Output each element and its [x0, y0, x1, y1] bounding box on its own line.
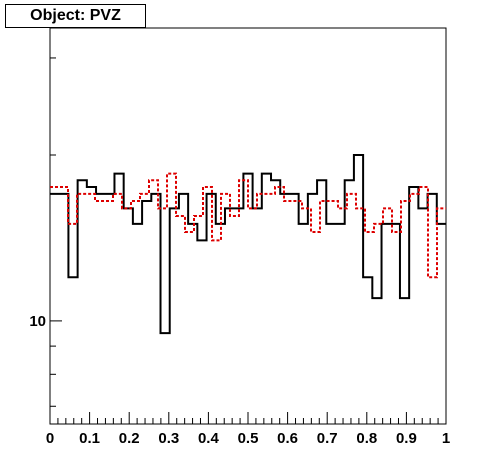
histogram-series-2	[50, 172, 446, 279]
x-tick-label: 0.8	[356, 430, 377, 447]
x-tick-label: 0.2	[119, 430, 140, 447]
x-tick-label: 0.1	[79, 430, 100, 447]
plot-frame	[49, 27, 447, 425]
x-tick-label: 0.3	[158, 430, 179, 447]
chart-title-text: Object: PVZ	[30, 7, 121, 24]
x-tick-label: 0.5	[238, 430, 259, 447]
y-axis-tick-labels: 10	[29, 313, 46, 330]
x-tick-label: 0	[46, 430, 54, 447]
x-tick-label: 0.4	[198, 430, 220, 447]
chart-title: Object: PVZ	[5, 4, 146, 28]
y-tick-label: 10	[29, 313, 46, 330]
y-axis-ticks	[50, 57, 62, 407]
histogram-series-1	[50, 154, 446, 335]
x-axis-ticks	[49, 412, 447, 424]
x-tick-label: 1	[442, 430, 450, 447]
x-tick-label: 0.9	[396, 430, 417, 447]
histogram-series	[50, 154, 446, 335]
x-tick-label: 0.7	[317, 430, 338, 447]
x-tick-label: 0.6	[277, 430, 298, 447]
x-axis-tick-labels: 0 0.1 0.2 0.3 0.4 0.5 0.6 0.7 0.8 0.9 1	[46, 430, 450, 447]
